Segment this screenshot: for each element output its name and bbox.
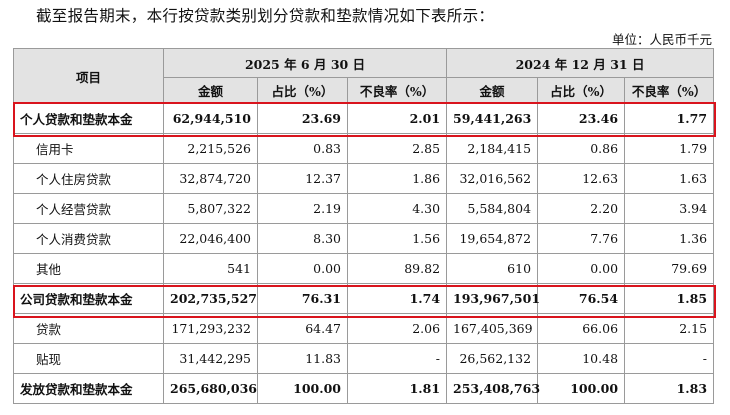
table-row: 个人消费贷款 22,046,400 8.30 1.56 19,654,872 7…	[13, 223, 715, 254]
cell-value: 171,293,232	[163, 313, 258, 344]
cell-value: 202,735,527	[163, 283, 258, 314]
header-share-2024: 占比（%）	[537, 77, 626, 104]
table-row: 个人经营贷款 5,807,322 2.19 4.30 5,584,804 2.2…	[13, 193, 715, 224]
cell-value: 3.94	[624, 193, 715, 224]
cell-value: 1.77	[624, 103, 715, 134]
cell-value: 22,046,400	[163, 223, 258, 254]
cell-value: 0.00	[257, 253, 348, 284]
cell-value: 64.47	[257, 313, 348, 344]
header-row-periods: 项目 2025 年 6 月 30 日 2024 年 12 月 31 日	[13, 48, 715, 104]
cell-value: 11.83	[257, 343, 348, 374]
row-label: 贷款	[13, 313, 164, 344]
table-row: 贴现 31,442,295 11.83 - 26,562,132 10.48 -	[13, 343, 715, 374]
table-row-grand-total: 发放贷款和垫款本金 265,680,036 100.00 1.81 253,40…	[13, 373, 715, 404]
cell-value: 12.37	[257, 163, 348, 194]
cell-value: 2.15	[624, 313, 715, 344]
cell-value: 2,215,526	[163, 133, 258, 164]
cell-value: 2.85	[346, 133, 448, 164]
cell-value: 8.30	[257, 223, 348, 254]
cell-value: 32,016,562	[446, 163, 539, 194]
cell-value: 5,807,322	[163, 193, 258, 224]
cell-value: 1.56	[346, 223, 448, 254]
cell-value: 0.00	[537, 253, 626, 284]
table-row: 其他 541 0.00 89.82 610 0.00 79.69	[13, 253, 715, 284]
cell-value: 10.48	[537, 343, 626, 374]
unit-note: 单位：人民币千元	[611, 32, 712, 47]
row-label: 个人经营贷款	[13, 193, 164, 224]
cell-value: 5,584,804	[446, 193, 539, 224]
cell-value: 76.54	[537, 283, 626, 314]
header-period-2024: 2024 年 12 月 31 日	[446, 48, 715, 78]
cell-value: -	[346, 343, 448, 374]
row-label: 个人消费贷款	[13, 223, 164, 254]
table-row-personal-total: 个人贷款和垫款本金 62,944,510 23.69 2.01 59,441,2…	[13, 103, 715, 134]
cell-value: 59,441,263	[446, 103, 539, 134]
cell-value: 265,680,036	[163, 373, 258, 404]
table-row-corporate-total: 公司贷款和垫款本金 202,735,527 76.31 1.74 193,967…	[13, 283, 715, 314]
row-label: 信用卡	[13, 133, 164, 164]
highlight-box-personal-loans	[13, 102, 716, 137]
cell-value: -	[624, 343, 715, 374]
loan-category-table: 项目 2025 年 6 月 30 日 2024 年 12 月 31 日 金额 占…	[13, 48, 715, 404]
cell-value: 2.20	[537, 193, 626, 224]
cell-value: 4.30	[346, 193, 448, 224]
cell-value: 1.63	[624, 163, 715, 194]
cell-value: 12.63	[537, 163, 626, 194]
cell-value: 100.00	[257, 373, 348, 404]
highlight-box-corporate-loans	[13, 285, 716, 318]
cell-value: 66.06	[537, 313, 626, 344]
cell-value: 167,405,369	[446, 313, 539, 344]
intro-text: 截至报告期末，本行按贷款类别划分贷款和垫款情况如下表所示：	[36, 7, 495, 25]
cell-value: 79.69	[624, 253, 715, 284]
cell-value: 7.76	[537, 223, 626, 254]
cell-value: 1.83	[624, 373, 715, 404]
cell-value: 26,562,132	[446, 343, 539, 374]
cell-value: 100.00	[537, 373, 626, 404]
cell-value: 253,408,763	[446, 373, 540, 404]
cell-value: 2.19	[257, 193, 348, 224]
header-item: 项目	[13, 48, 164, 104]
cell-value: 193,967,501	[446, 283, 540, 314]
cell-value: 23.69	[257, 103, 348, 134]
cell-value: 1.81	[346, 373, 448, 404]
header-amount-2024: 金额	[446, 77, 539, 104]
cell-value: 1.86	[346, 163, 448, 194]
cell-value: 0.86	[537, 133, 626, 164]
row-label: 发放贷款和垫款本金	[13, 373, 164, 404]
header-period-2025: 2025 年 6 月 30 日	[162, 48, 448, 78]
cell-value: 19,654,872	[446, 223, 539, 254]
header-npl-2024: 不良率（%）	[624, 77, 715, 104]
cell-value: 541	[163, 253, 258, 284]
cell-value: 1.79	[624, 133, 715, 164]
cell-value: 2,184,415	[446, 133, 539, 164]
cell-value: 31,442,295	[163, 343, 258, 374]
row-label: 其他	[13, 253, 164, 284]
cell-value: 1.74	[346, 283, 448, 314]
table-row: 信用卡 2,215,526 0.83 2.85 2,184,415 0.86 1…	[13, 133, 715, 164]
row-label: 个人贷款和垫款本金	[13, 103, 164, 134]
cell-value: 1.36	[624, 223, 715, 254]
header-row-metrics: 金额 占比（%） 不良率（%） 金额 占比（%） 不良率（%）	[14, 77, 715, 104]
header-share-2025: 占比（%）	[257, 77, 348, 104]
cell-value: 610	[446, 253, 539, 284]
row-label: 贴现	[13, 343, 164, 374]
cell-value: 2.01	[346, 103, 448, 134]
cell-value: 2.06	[346, 313, 448, 344]
row-label: 个人住房贷款	[13, 163, 164, 194]
table-row: 个人住房贷款 32,874,720 12.37 1.86 32,016,562 …	[13, 163, 715, 194]
header-npl-2025: 不良率（%）	[346, 77, 448, 104]
cell-value: 89.82	[346, 253, 448, 284]
cell-value: 0.83	[257, 133, 348, 164]
cell-value: 32,874,720	[163, 163, 258, 194]
row-label: 公司贷款和垫款本金	[13, 283, 164, 314]
table-row: 贷款 171,293,232 64.47 2.06 167,405,369 66…	[13, 313, 715, 344]
header-amount-2025: 金额	[163, 77, 258, 104]
